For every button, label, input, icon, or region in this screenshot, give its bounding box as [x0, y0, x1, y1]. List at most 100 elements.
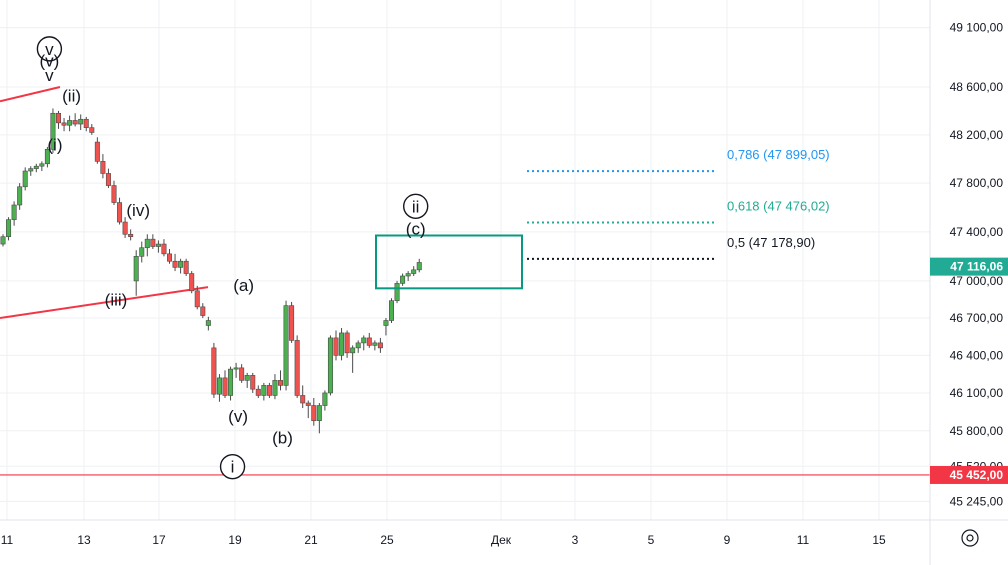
- gear-icon[interactable]: [961, 529, 979, 547]
- candle-body: [0, 236, 6, 245]
- candle-body: [55, 112, 61, 124]
- x-tick-label: 17: [152, 533, 166, 547]
- candle-body: [405, 273, 411, 277]
- candle-body: [239, 367, 245, 381]
- candle-body: [155, 243, 161, 247]
- wave-label: i: [231, 458, 235, 477]
- candle-body: [83, 118, 89, 128]
- candle-body: [339, 332, 345, 356]
- candle-body: [305, 402, 311, 406]
- candle-body: [366, 337, 372, 346]
- candle-body: [250, 375, 256, 390]
- candle-body: [222, 377, 228, 396]
- candle-body: [344, 332, 350, 354]
- wave-labels: v(v)v(ii)(i)(iv)(iii)(a)(v)(b)iii(c): [36, 36, 429, 480]
- wave-label: (i): [47, 136, 62, 155]
- candle-body: [128, 233, 134, 238]
- wave-label: (iv): [126, 201, 150, 220]
- y-tick-label: 46 100,00: [950, 386, 1004, 400]
- candle-body: [388, 300, 394, 321]
- candle-body: [167, 253, 173, 262]
- y-tick-label: 49 100,00: [950, 21, 1004, 35]
- candle-body: [194, 290, 200, 308]
- upper-trendline: [0, 86, 61, 103]
- candle-body: [139, 247, 145, 257]
- candle-body: [122, 221, 128, 235]
- candle-body: [11, 204, 17, 220]
- candle-body: [333, 337, 339, 356]
- fib-level-label: 0,786 (47 899,05): [727, 147, 830, 162]
- wave-label: (a): [233, 276, 254, 295]
- current-price-label: 47 116,06: [950, 260, 1003, 274]
- candle-body: [300, 395, 306, 404]
- candle-body: [411, 269, 417, 274]
- wave-label-circle: [36, 36, 63, 62]
- candle-body: [67, 120, 73, 126]
- wave-label: (b): [272, 428, 293, 447]
- gear-icon-hub[interactable]: [966, 534, 974, 542]
- gear-icon-ring[interactable]: [961, 529, 979, 547]
- candle-body: [416, 262, 422, 271]
- chart-guides: [0, 86, 930, 476]
- candle-body: [316, 405, 322, 421]
- candle-body: [228, 368, 234, 396]
- chart-grid: [0, 0, 930, 520]
- lower-trendline: [0, 286, 209, 320]
- candle-body: [6, 219, 12, 238]
- y-tick-label: 48 200,00: [950, 128, 1004, 142]
- wave-label: ii: [412, 197, 420, 216]
- fib-level-label: 0,5 (47 178,90): [727, 235, 815, 250]
- x-tick-label: 21: [304, 533, 318, 547]
- candle-body: [355, 342, 361, 349]
- candle-body: [17, 186, 23, 206]
- y-tick-label: 48 600,00: [950, 80, 1004, 94]
- candle-body: [161, 243, 167, 255]
- candle-body: [255, 388, 261, 396]
- candle-body: [200, 306, 206, 316]
- candle-body: [383, 320, 389, 326]
- x-tick-label: 5: [648, 533, 655, 547]
- candle-body: [372, 342, 378, 346]
- candle-body: [322, 392, 328, 406]
- candle-body: [283, 305, 289, 386]
- x-tick-label: 15: [872, 533, 886, 547]
- wave-label-circle: [219, 453, 246, 480]
- chart-overlays: 0,786 (47 899,05) 0,618 (47 476,02) 0,5 (4…: [375, 147, 830, 290]
- candle-body: [61, 122, 67, 126]
- x-tick-label: 19: [228, 533, 242, 547]
- candle-body: [350, 347, 356, 354]
- target-zone-box: [375, 234, 523, 290]
- y-tick-label: 46 400,00: [950, 348, 1004, 362]
- candle-body: [117, 202, 123, 223]
- candle-body: [144, 238, 150, 249]
- candle-body: [289, 305, 295, 341]
- candle-body: [39, 163, 45, 167]
- candle-body: [94, 141, 100, 162]
- candle-body: [100, 161, 106, 174]
- candle-body: [72, 120, 78, 125]
- y-tick-label: 47 400,00: [950, 225, 1004, 239]
- candle-body: [272, 380, 278, 396]
- candle-body: [361, 337, 367, 344]
- fib-level-label: 0,618 (47 476,02): [727, 199, 830, 214]
- y-tick-label: 45 800,00: [950, 424, 1004, 438]
- candle-body: [205, 320, 211, 326]
- wave-label: v: [45, 66, 54, 85]
- wave-label-circle: [403, 193, 429, 219]
- candle-body: [294, 340, 300, 396]
- candle-body: [133, 256, 139, 282]
- candle-body: [327, 337, 333, 394]
- x-tick-label: 9: [724, 533, 731, 547]
- candle-body: [261, 385, 267, 396]
- support-price-tag: [930, 465, 1008, 484]
- candle-body: [178, 260, 184, 268]
- x-tick-label: 11: [797, 533, 810, 547]
- candle-body: [244, 375, 250, 381]
- candle-body: [22, 170, 28, 188]
- candle-body: [44, 148, 50, 165]
- candle-body: [111, 185, 117, 203]
- candle-body: [89, 127, 95, 133]
